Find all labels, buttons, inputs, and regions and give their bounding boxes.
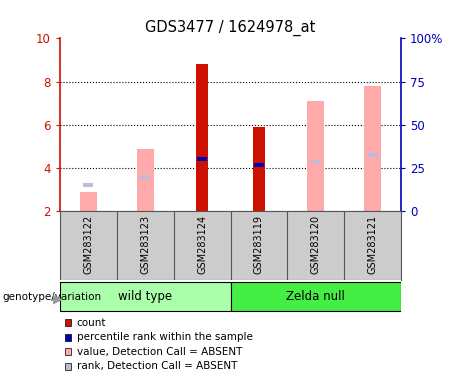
Text: percentile rank within the sample: percentile rank within the sample (77, 332, 253, 342)
Bar (60, 282, 230, 311)
Bar (140, 175, 150, 179)
Bar (230, 282, 401, 311)
Text: GSM283121: GSM283121 (367, 215, 378, 274)
Bar (196, 64, 208, 211)
Bar (83, 183, 94, 187)
Bar (367, 153, 378, 157)
Bar (307, 101, 324, 211)
Text: ▶: ▶ (53, 292, 63, 305)
Text: GSM283122: GSM283122 (83, 215, 94, 274)
Bar (136, 149, 154, 211)
Bar (364, 86, 381, 211)
Text: Zelda null: Zelda null (286, 290, 345, 303)
Text: GSM283123: GSM283123 (140, 215, 150, 274)
Bar (197, 157, 207, 161)
Text: GSM283120: GSM283120 (311, 215, 321, 274)
Text: GSM283124: GSM283124 (197, 215, 207, 274)
Bar (253, 127, 265, 211)
Text: wild type: wild type (118, 290, 172, 303)
Bar (80, 192, 97, 211)
Text: GSM283119: GSM283119 (254, 215, 264, 274)
Text: value, Detection Call = ABSENT: value, Detection Call = ABSENT (77, 347, 242, 357)
Bar (254, 163, 264, 167)
Bar (311, 160, 321, 164)
Text: genotype/variation: genotype/variation (2, 291, 101, 302)
Title: GDS3477 / 1624978_at: GDS3477 / 1624978_at (145, 20, 316, 36)
Text: count: count (77, 318, 106, 328)
Text: rank, Detection Call = ABSENT: rank, Detection Call = ABSENT (77, 361, 237, 371)
